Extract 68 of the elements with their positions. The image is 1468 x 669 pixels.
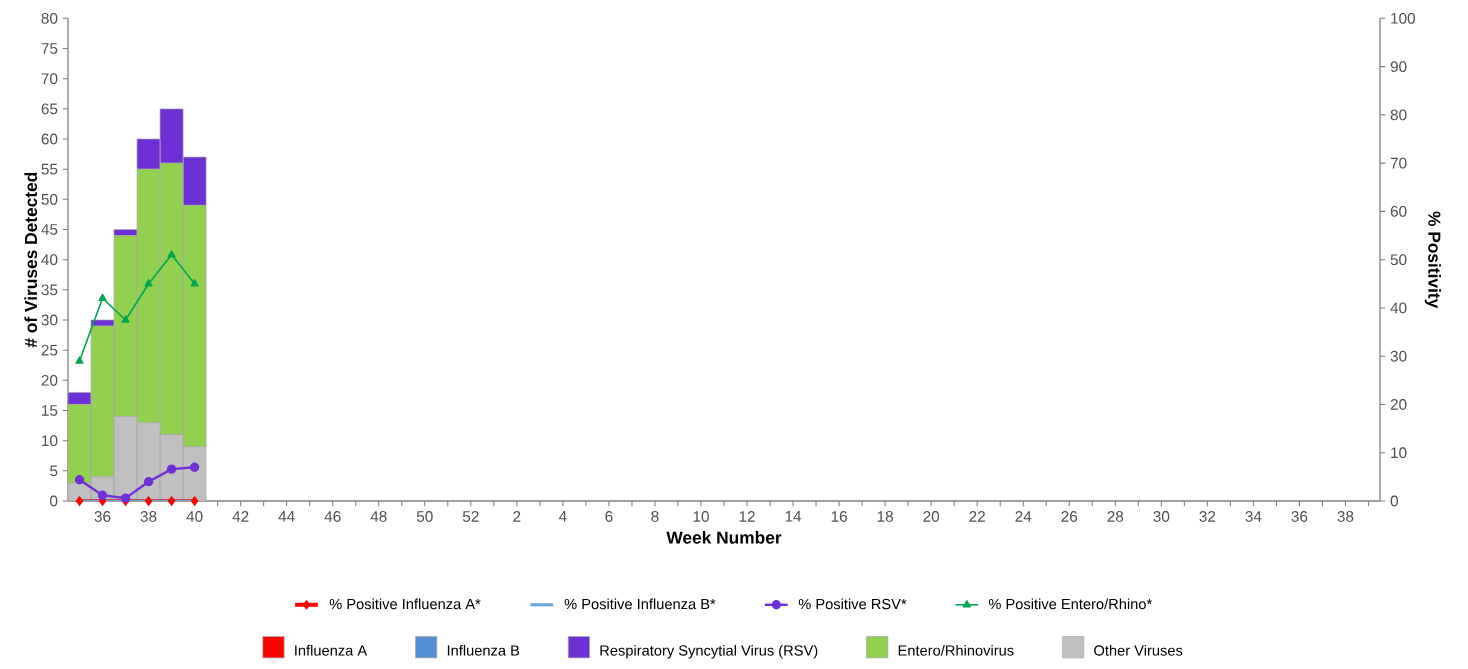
- x-tick-label: 18: [877, 511, 893, 522]
- y-tick-label: 50: [41, 193, 58, 205]
- legend-label: Entero/Rhinovirus: [898, 644, 1014, 656]
- y-tick-label: 65: [41, 103, 58, 115]
- legend-label: % Positive Influenza B*: [564, 598, 716, 610]
- y-tick-label: 40: [41, 254, 58, 266]
- legend-label: % Positive RSV*: [798, 598, 907, 610]
- y-tick-label: 10: [42, 435, 58, 447]
- y-tick-label: 75: [41, 43, 58, 54]
- x-tick-label: 38: [140, 511, 157, 522]
- x-tick-label: 48: [370, 511, 387, 522]
- x-tick-label: 46: [324, 511, 341, 522]
- y-tick-label: 35: [41, 284, 58, 296]
- y-tick-label: 30: [41, 314, 58, 326]
- x-tick-label: 12: [739, 511, 755, 522]
- legend-label: Other Viruses: [1094, 644, 1183, 656]
- x-tick-label: 4: [558, 511, 567, 522]
- y2-tick-label: 50: [1390, 254, 1407, 266]
- y-tick-label: 55: [41, 163, 58, 175]
- x-tick-label: 36: [94, 511, 111, 522]
- y-tick-label: 5: [50, 465, 58, 477]
- y-tick-label: 15: [42, 405, 58, 416]
- legend-label: Respiratory Syncytial Virus (RSV): [600, 644, 818, 659]
- y2-tick-label: 30: [1390, 350, 1407, 362]
- y2-tick-label: 80: [1390, 109, 1407, 121]
- y-tick-label: 80: [41, 12, 58, 24]
- x-tick-label: 28: [1107, 511, 1124, 522]
- y-tick-label: 70: [41, 73, 58, 85]
- y-tick-label: 45: [41, 224, 58, 235]
- y2-tick-label: 0: [1390, 495, 1398, 507]
- legend-label: Influenza A: [295, 644, 368, 656]
- x-tick-label: 40: [186, 511, 203, 522]
- y2-tick-label: 90: [1390, 61, 1407, 73]
- x-tick-label: 52: [462, 511, 479, 522]
- x-tick-label: 42: [232, 511, 249, 522]
- legend-label: % Positive Influenza A*: [329, 598, 481, 610]
- y-tick-label: 60: [41, 133, 58, 145]
- y2-tick-label: 70: [1390, 157, 1407, 169]
- y2-tick-label: 100: [1391, 12, 1416, 24]
- x-tick-label: 16: [831, 511, 847, 522]
- y2-tick-label: 20: [1390, 399, 1407, 410]
- x-tick-label: 22: [969, 511, 985, 522]
- x-tick-label: 6: [605, 511, 613, 522]
- x-tick-label: 20: [923, 511, 940, 522]
- y2-axis-title: % Positivity: [1424, 211, 1441, 309]
- x-axis-title: Week Number: [666, 531, 782, 544]
- x-tick-label: 24: [1015, 511, 1032, 522]
- legend-label: % Positive Entero/Rhino*: [988, 598, 1152, 610]
- y2-tick-label: 10: [1391, 447, 1407, 459]
- x-tick-label: 26: [1061, 511, 1078, 522]
- y-tick-label: 0: [50, 495, 58, 507]
- x-tick-label: 38: [1337, 511, 1354, 522]
- x-tick-label: 2: [513, 511, 521, 522]
- y2-tick-label: 40: [1390, 302, 1407, 314]
- y-axis-title: # of Viruses Detected: [24, 172, 38, 348]
- x-tick-label: 36: [1291, 511, 1308, 522]
- x-tick-label: 32: [1199, 511, 1216, 522]
- x-tick-label: 34: [1245, 511, 1262, 522]
- x-tick-label: 10: [693, 511, 709, 522]
- x-tick-label: 30: [1153, 511, 1170, 522]
- x-tick-label: 44: [278, 511, 295, 522]
- x-tick-label: 14: [785, 511, 802, 522]
- x-tick-label: 8: [651, 511, 659, 522]
- y-tick-label: 20: [41, 374, 58, 386]
- legend-label: Influenza B: [447, 644, 520, 656]
- x-tick-label: 50: [416, 511, 433, 522]
- y2-tick-label: 60: [1390, 205, 1407, 217]
- y-tick-label: 25: [41, 344, 58, 356]
